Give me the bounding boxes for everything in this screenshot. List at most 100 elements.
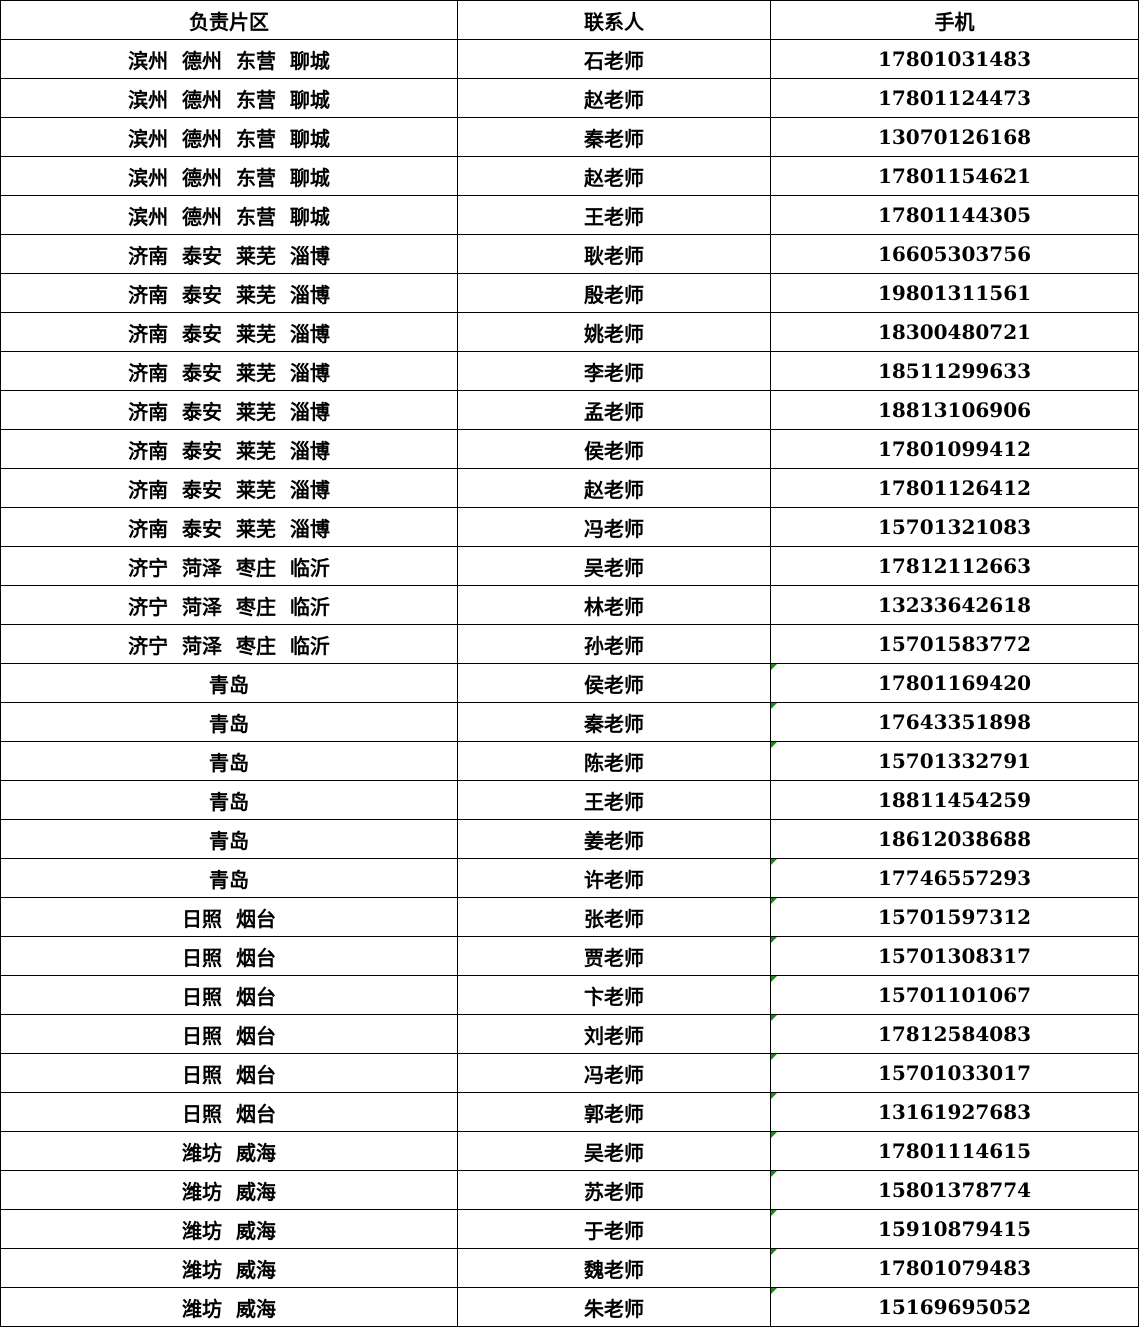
region-cell[interactable]: 潍坊 威海 [0,1248,458,1288]
contact-cell[interactable]: 石老师 [457,39,771,79]
contact-cell[interactable]: 赵老师 [457,468,771,508]
phone-cell[interactable]: 15701583772 [770,624,1139,664]
phone-cell[interactable]: 17812112663 [770,546,1139,586]
phone-cell[interactable]: 18300480721 [770,312,1139,352]
region-cell[interactable]: 滨州 德州 东营 聊城 [0,195,458,235]
contact-cell[interactable]: 吴老师 [457,1131,771,1171]
contact-cell[interactable]: 秦老师 [457,117,771,157]
phone-cell[interactable]: 17801169420 [770,663,1139,703]
contact-cell[interactable]: 王老师 [457,780,771,820]
region-cell[interactable]: 济南 泰安 莱芜 淄博 [0,507,458,547]
phone-cell[interactable]: 17812584083 [770,1014,1139,1054]
region-cell[interactable]: 济南 泰安 莱芜 淄博 [0,273,458,313]
region-cell[interactable]: 青岛 [0,663,458,703]
contact-cell[interactable]: 秦老师 [457,702,771,742]
contact-cell[interactable]: 卞老师 [457,975,771,1015]
contact-cell[interactable]: 林老师 [457,585,771,625]
region-cell[interactable]: 日照 烟台 [0,936,458,976]
contact-cell[interactable]: 孟老师 [457,390,771,430]
phone-cell[interactable]: 15701308317 [770,936,1139,976]
region-cell[interactable]: 日照 烟台 [0,1053,458,1093]
phone-cell[interactable]: 17801079483 [770,1248,1139,1288]
contact-cell[interactable]: 姚老师 [457,312,771,352]
region-cell[interactable]: 潍坊 威海 [0,1209,458,1249]
region-cell[interactable]: 济南 泰安 莱芜 淄博 [0,390,458,430]
phone-cell[interactable]: 13161927683 [770,1092,1139,1132]
region-cell[interactable]: 济南 泰安 莱芜 淄博 [0,468,458,508]
phone-cell[interactable]: 18511299633 [770,351,1139,391]
region-cell[interactable]: 济宁 菏泽 枣庄 临沂 [0,546,458,586]
contact-cell[interactable]: 耿老师 [457,234,771,274]
region-cell[interactable]: 青岛 [0,702,458,742]
contact-cell[interactable]: 冯老师 [457,1053,771,1093]
region-cell[interactable]: 滨州 德州 东营 聊城 [0,39,458,79]
region-cell[interactable]: 潍坊 威海 [0,1287,458,1327]
contact-cell[interactable]: 王老师 [457,195,771,235]
contact-cell[interactable]: 李老师 [457,351,771,391]
phone-cell[interactable]: 17801124473 [770,78,1139,118]
contact-cell[interactable]: 刘老师 [457,1014,771,1054]
region-cell[interactable]: 滨州 德州 东营 聊城 [0,117,458,157]
contact-cell[interactable]: 张老师 [457,897,771,937]
contact-cell[interactable]: 赵老师 [457,156,771,196]
contact-cell[interactable]: 郭老师 [457,1092,771,1132]
contact-cell[interactable]: 侯老师 [457,429,771,469]
contact-cell[interactable]: 侯老师 [457,663,771,703]
phone-cell[interactable]: 17801031483 [770,39,1139,79]
region-cell[interactable]: 日照 烟台 [0,1014,458,1054]
phone-cell[interactable]: 17801114615 [770,1131,1139,1171]
phone-cell[interactable]: 17801154621 [770,156,1139,196]
phone-cell[interactable]: 19801311561 [770,273,1139,313]
phone-cell[interactable]: 18811454259 [770,780,1139,820]
region-cell[interactable]: 青岛 [0,819,458,859]
contact-cell[interactable]: 姜老师 [457,819,771,859]
region-cell[interactable]: 青岛 [0,741,458,781]
phone-cell[interactable]: 15701332791 [770,741,1139,781]
contact-cell[interactable]: 于老师 [457,1209,771,1249]
phone-cell[interactable]: 13070126168 [770,117,1139,157]
phone-cell[interactable]: 18612038688 [770,819,1139,859]
phone-cell[interactable]: 15701033017 [770,1053,1139,1093]
region-cell[interactable]: 滨州 德州 东营 聊城 [0,78,458,118]
contact-cell[interactable]: 魏老师 [457,1248,771,1288]
region-cell[interactable]: 济南 泰安 莱芜 淄博 [0,429,458,469]
region-cell[interactable]: 济宁 菏泽 枣庄 临沂 [0,624,458,664]
phone-cell[interactable]: 18813106906 [770,390,1139,430]
contact-cell[interactable]: 吴老师 [457,546,771,586]
region-cell[interactable]: 济南 泰安 莱芜 淄博 [0,351,458,391]
region-cell[interactable]: 济南 泰安 莱芜 淄博 [0,312,458,352]
contact-cell[interactable]: 朱老师 [457,1287,771,1327]
phone-cell[interactable]: 15701321083 [770,507,1139,547]
contact-cell[interactable]: 殷老师 [457,273,771,313]
contact-cell[interactable]: 许老师 [457,858,771,898]
phone-cell[interactable]: 17801144305 [770,195,1139,235]
region-cell[interactable]: 潍坊 威海 [0,1131,458,1171]
phone-cell[interactable]: 15701597312 [770,897,1139,937]
contact-cell[interactable]: 孙老师 [457,624,771,664]
contact-cell[interactable]: 冯老师 [457,507,771,547]
region-cell[interactable]: 青岛 [0,858,458,898]
phone-cell[interactable]: 15701101067 [770,975,1139,1015]
phone-cell[interactable]: 17643351898 [770,702,1139,742]
region-cell[interactable]: 日照 烟台 [0,1092,458,1132]
region-cell[interactable]: 青岛 [0,780,458,820]
region-cell[interactable]: 日照 烟台 [0,975,458,1015]
phone-cell[interactable]: 17801099412 [770,429,1139,469]
phone-cell[interactable]: 17746557293 [770,858,1139,898]
phone-cell[interactable]: 13233642618 [770,585,1139,625]
region-cell[interactable]: 潍坊 威海 [0,1170,458,1210]
contact-cell[interactable]: 苏老师 [457,1170,771,1210]
phone-cell[interactable]: 15910879415 [770,1209,1139,1249]
region-cell[interactable]: 日照 烟台 [0,897,458,937]
region-cell[interactable]: 滨州 德州 东营 聊城 [0,156,458,196]
contact-cell[interactable]: 贾老师 [457,936,771,976]
phone-cell[interactable]: 15801378774 [770,1170,1139,1210]
phone-cell[interactable]: 16605303756 [770,234,1139,274]
region-cell[interactable]: 济宁 菏泽 枣庄 临沂 [0,585,458,625]
contact-cell[interactable]: 赵老师 [457,78,771,118]
region-cell[interactable]: 济南 泰安 莱芜 淄博 [0,234,458,274]
contact-cell[interactable]: 陈老师 [457,741,771,781]
contact-cell-text: 孙老师 [584,633,644,658]
phone-cell[interactable]: 15169695052 [770,1287,1139,1327]
phone-cell[interactable]: 17801126412 [770,468,1139,508]
